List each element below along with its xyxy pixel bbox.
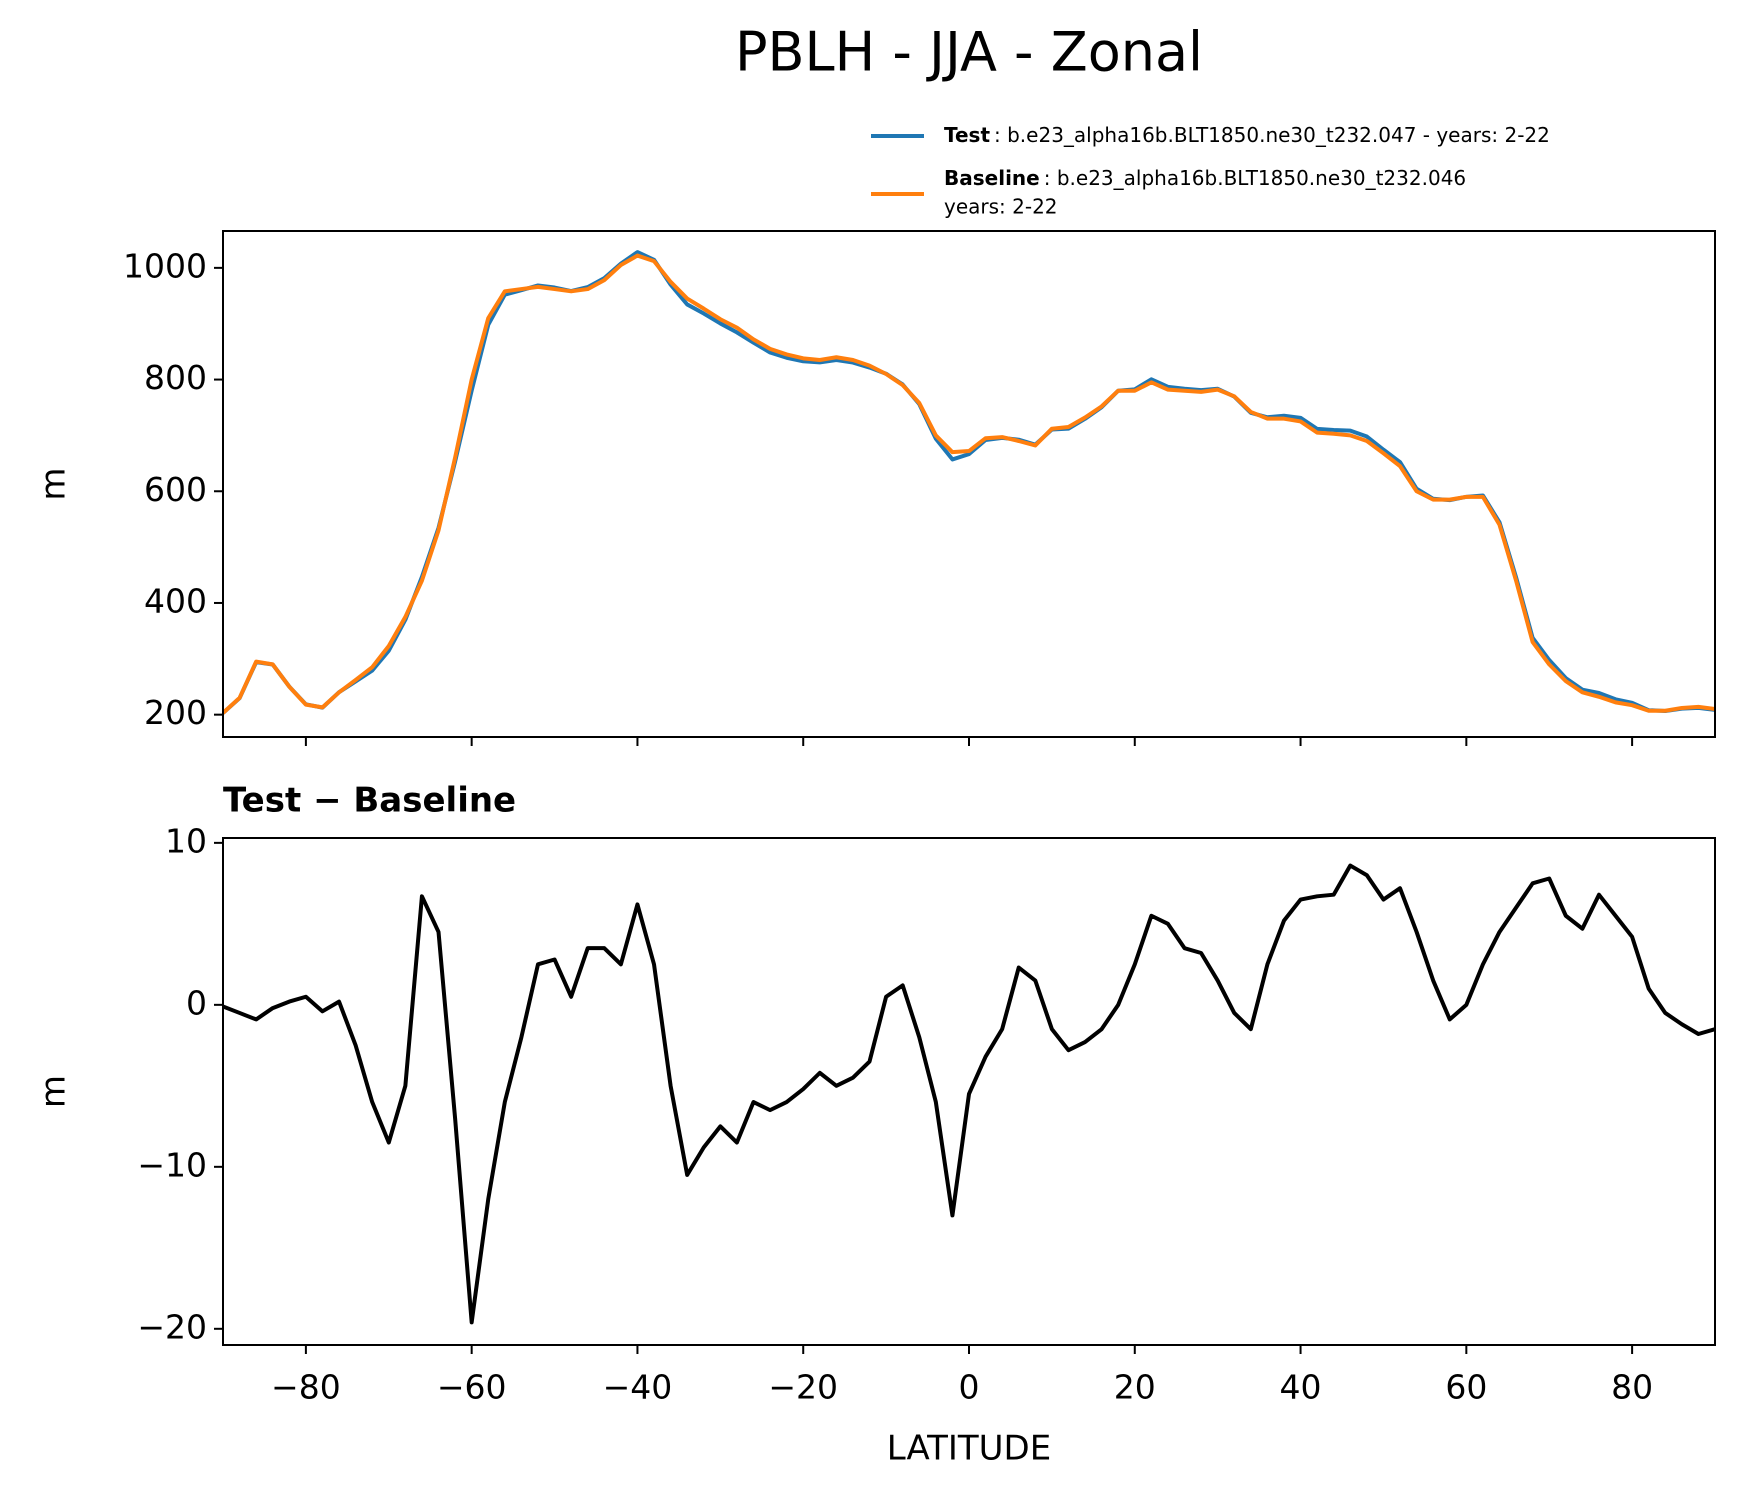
x-tick-label: −80 bbox=[271, 1368, 341, 1407]
data-line bbox=[223, 253, 1715, 715]
x-tick-label: 20 bbox=[1114, 1368, 1156, 1407]
data-line bbox=[223, 863, 1715, 1325]
x-tick-label: −20 bbox=[768, 1368, 838, 1407]
y-tick-label: 800 bbox=[144, 358, 207, 397]
legend-text: : b.e23_alpha16b.BLT1850.ne30_t232.046 bbox=[1044, 166, 1466, 190]
x-tick-label: 80 bbox=[1611, 1368, 1653, 1407]
y-tick-label: −20 bbox=[137, 1307, 207, 1346]
plot-area bbox=[223, 250, 1715, 715]
y-tick-label: 200 bbox=[144, 693, 207, 732]
plot-area bbox=[223, 863, 1715, 1325]
x-tick-label: −40 bbox=[603, 1368, 673, 1407]
y-tick-label: 600 bbox=[144, 470, 207, 509]
axes-frame bbox=[222, 837, 1716, 1346]
x-tick-label: 40 bbox=[1280, 1368, 1322, 1407]
y-tick-label: 400 bbox=[144, 581, 207, 620]
axes-frame bbox=[222, 230, 1716, 738]
y-axis-label: m bbox=[34, 1075, 74, 1108]
figure-title: PBLH - JJA - Zonal bbox=[735, 21, 1203, 84]
legend-entry: Test: b.e23_alpha16b.BLT1850.ne30_t232.0… bbox=[944, 123, 1550, 147]
subplot-title: Test − Baseline bbox=[223, 781, 516, 821]
x-tick-label: 0 bbox=[959, 1368, 980, 1407]
x-axis-label: LATITUDE bbox=[887, 1429, 1051, 1469]
y-tick-label: 0 bbox=[186, 983, 207, 1022]
legend-text: years: 2-22 bbox=[944, 195, 1058, 219]
legend-entry: Baseline: b.e23_alpha16b.BLT1850.ne30_t2… bbox=[944, 166, 1466, 190]
x-tick-label: −60 bbox=[437, 1368, 507, 1407]
legend-name: Test bbox=[944, 123, 990, 147]
y-axis-label: m bbox=[34, 467, 74, 500]
legend-text: : b.e23_alpha16b.BLT1850.ne30_t232.047 -… bbox=[994, 123, 1550, 147]
legend-name: Baseline bbox=[944, 166, 1040, 190]
data-line bbox=[223, 250, 1715, 715]
y-tick-label: 10 bbox=[165, 821, 207, 860]
x-tick-label: 60 bbox=[1445, 1368, 1487, 1407]
y-tick-label: −10 bbox=[137, 1145, 207, 1184]
y-tick-label: 1000 bbox=[123, 246, 207, 285]
